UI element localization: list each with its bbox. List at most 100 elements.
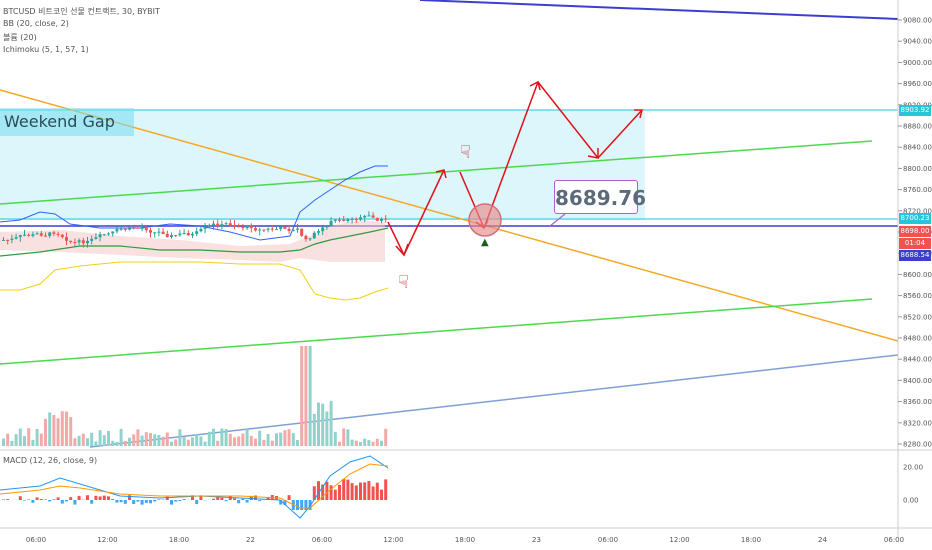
- time-tick-label: 24: [818, 536, 827, 544]
- macd-bar: [144, 500, 148, 503]
- candle-body: [220, 224, 224, 227]
- candle-body: [237, 226, 241, 228]
- macd-bar: [212, 498, 215, 500]
- candle-body: [212, 223, 215, 226]
- volume-bar: [233, 437, 236, 446]
- macd-bar: [115, 500, 119, 503]
- candle-body: [144, 227, 148, 231]
- candle-body: [346, 219, 350, 222]
- signal-line: [0, 463, 389, 509]
- candle-body: [81, 240, 85, 244]
- volume-bar: [52, 415, 56, 446]
- macd-bar: [296, 500, 299, 510]
- volume-bar: [149, 433, 152, 446]
- candle-body: [321, 227, 325, 232]
- legend-symbol: BTCUSD 비트코인 선물 컨트랙트, 30, BYBIT: [3, 7, 160, 16]
- volume-bar: [60, 411, 64, 446]
- volume-bar: [195, 434, 199, 446]
- macd-bar: [249, 495, 253, 500]
- legend-bb: BB (20, close, 2): [3, 19, 69, 28]
- candle-body: [342, 219, 346, 222]
- time-tick-label: 06:00: [598, 536, 618, 544]
- macd-bar: [241, 498, 245, 500]
- price-tick-label: 8840.00: [903, 144, 932, 152]
- candle-body: [140, 227, 144, 229]
- candle-body: [90, 238, 94, 241]
- candle-body: [157, 231, 161, 233]
- candle-body: [23, 234, 26, 236]
- candle-body: [178, 233, 182, 236]
- volume-bar: [77, 435, 81, 446]
- candle-body: [111, 231, 115, 234]
- candle-body: [207, 225, 211, 227]
- volume-bar: [317, 402, 320, 446]
- macd-bar: [363, 482, 367, 500]
- volume-bar: [35, 429, 39, 446]
- volume-bar: [98, 430, 102, 446]
- candle-body: [300, 228, 304, 236]
- candle-body: [136, 227, 140, 229]
- volume-bar: [44, 418, 47, 446]
- price-callout: 8689.76: [554, 180, 646, 214]
- time-tick-label: 06:00: [312, 536, 332, 544]
- volume-bar: [270, 440, 274, 446]
- candle-body: [153, 232, 157, 234]
- macd-bar: [359, 482, 362, 500]
- volume-bar: [6, 433, 10, 446]
- macd-bar: [165, 496, 169, 500]
- volume-bar: [31, 439, 35, 446]
- volume-bar: [102, 435, 106, 446]
- macd-bar: [157, 499, 161, 500]
- volume-bar: [153, 434, 157, 446]
- macd-bar: [287, 495, 291, 500]
- macd-bar: [136, 500, 140, 502]
- macd-bar: [233, 498, 236, 500]
- time-axis[interactable]: 06:00 12:00 18:00 22 06:00 12:00 18:00 23 06:00 1…: [26, 536, 904, 544]
- macd-bar: [119, 500, 123, 503]
- candle-body: [86, 240, 89, 244]
- candle-body: [371, 215, 375, 218]
- candle-body: [287, 228, 291, 231]
- macd-bar: [199, 495, 203, 500]
- macd-histogram: [2, 478, 388, 510]
- volume-bar: [2, 438, 5, 446]
- volume-bar: [182, 437, 186, 446]
- candle-body: [296, 228, 299, 230]
- volume-bar: [283, 430, 287, 446]
- macd-bar: [69, 497, 73, 500]
- price-tick-label: 8600.00: [903, 271, 932, 279]
- volume-bar: [350, 439, 354, 446]
- volume-bar: [10, 440, 14, 446]
- candle-body: [249, 225, 253, 229]
- macd-axis[interactable]: 20.00 0.00: [903, 464, 923, 505]
- volume-bar: [266, 434, 270, 446]
- volume-bar: [333, 431, 337, 446]
- price-tag: 01:04: [899, 238, 931, 249]
- volume-bar: [27, 428, 31, 446]
- volume-bar: [73, 438, 77, 446]
- macd-bar: [254, 495, 257, 500]
- candle-body: [18, 235, 22, 238]
- volume-bar: [384, 428, 388, 446]
- candle-body: [94, 237, 98, 239]
- price-tick-label: 9040.00: [903, 38, 932, 46]
- macd-bar: [191, 495, 194, 500]
- volume-bar: [161, 436, 165, 446]
- volume-bar: [346, 429, 350, 446]
- macd-bar: [128, 495, 131, 500]
- volume-bar: [254, 438, 257, 446]
- candle-body: [325, 226, 329, 228]
- volume-bar: [107, 430, 110, 446]
- volume-bar: [279, 432, 283, 446]
- candle-body: [102, 234, 106, 236]
- volume-bar: [170, 441, 173, 446]
- candle-body: [216, 223, 220, 227]
- candle-body: [52, 232, 56, 234]
- volume-bar: [128, 437, 131, 446]
- macd-bar: [266, 497, 270, 500]
- volume-bar: [367, 440, 371, 446]
- macd-bar: [237, 500, 241, 504]
- volume-bar: [304, 346, 308, 446]
- volume-bar: [199, 436, 203, 446]
